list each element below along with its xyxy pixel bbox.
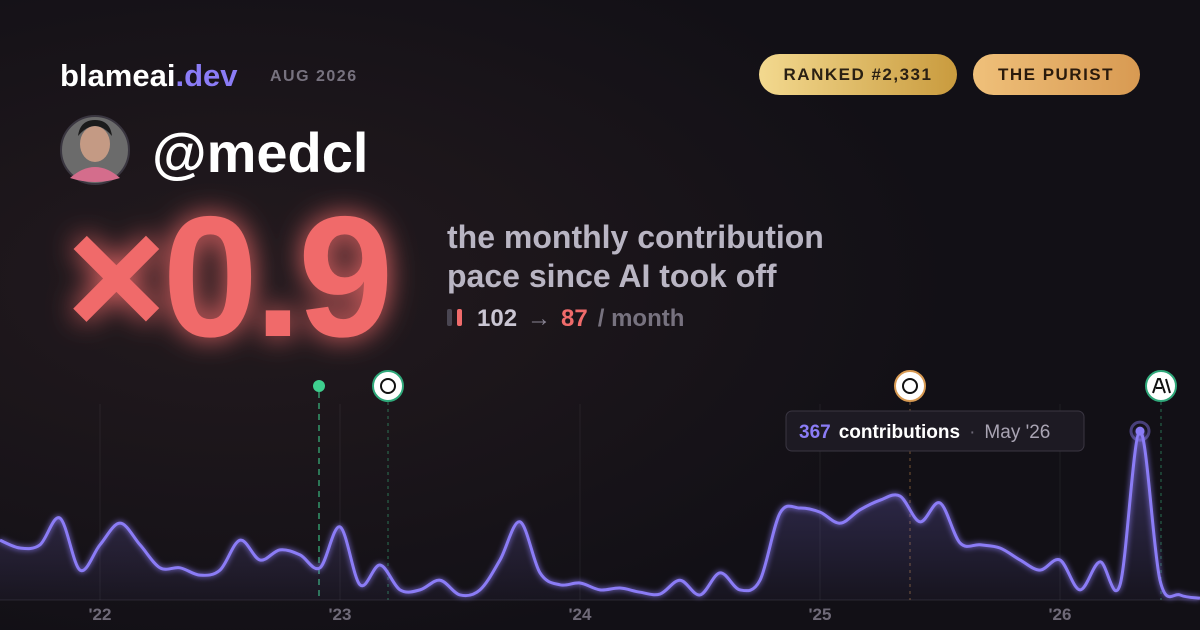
tooltip-box (785, 410, 1085, 452)
arrow: → (527, 305, 551, 332)
brand-name: blameai (60, 58, 175, 93)
x-tick-label: '25 (809, 605, 832, 624)
x-tick-label: '26 (1049, 605, 1072, 624)
stat-line: 102 → 87 / month (477, 305, 684, 332)
event-icon (372, 370, 404, 402)
event-icon-glyph (902, 378, 918, 394)
multiplier: ×0.9 (66, 181, 390, 373)
plot (0, 420, 1200, 600)
badge-text: RANKED #2,331 (784, 65, 933, 84)
badge (973, 54, 1140, 95)
badge-text: THE PURIST (998, 65, 1114, 84)
highlight-ring (1129, 420, 1151, 442)
brand-tld: .dev (175, 58, 238, 93)
tooltip-date: May '26 (984, 422, 1050, 443)
date: AUG 2026 (270, 68, 358, 85)
event-icon-glyph (380, 378, 396, 394)
event-icon (1145, 370, 1177, 402)
area (0, 431, 1200, 600)
event-icon (894, 370, 926, 402)
line (0, 429, 1200, 600)
tooltip-label: contributions (839, 422, 960, 443)
after: 87 (561, 305, 588, 332)
caption: pace since AI took off (447, 258, 777, 294)
legend-icon (447, 309, 452, 326)
x-tick-label: '23 (329, 605, 352, 624)
tooltip-text: 367 contributions · May '26 (799, 422, 1050, 443)
before: 102 (477, 305, 517, 332)
highlight-dot (1135, 426, 1145, 436)
brand: blameai.dev (60, 58, 238, 93)
events (313, 370, 1177, 600)
unit: / month (598, 305, 685, 332)
tooltip-separator: · (969, 422, 975, 443)
handle: @medcl (152, 121, 368, 184)
event-dot (313, 380, 325, 392)
x-tick-label: '24 (569, 605, 592, 624)
tooltip-value: 367 (799, 422, 831, 443)
caption: the monthly contribution (447, 219, 824, 255)
legend-icon (457, 309, 462, 326)
tooltip: 367 contributions · May '26 (785, 410, 1085, 452)
badge (759, 54, 957, 95)
avatar (60, 115, 130, 185)
x-tick-label: '22 (89, 605, 112, 624)
event-icon-glyph (1152, 378, 1171, 394)
